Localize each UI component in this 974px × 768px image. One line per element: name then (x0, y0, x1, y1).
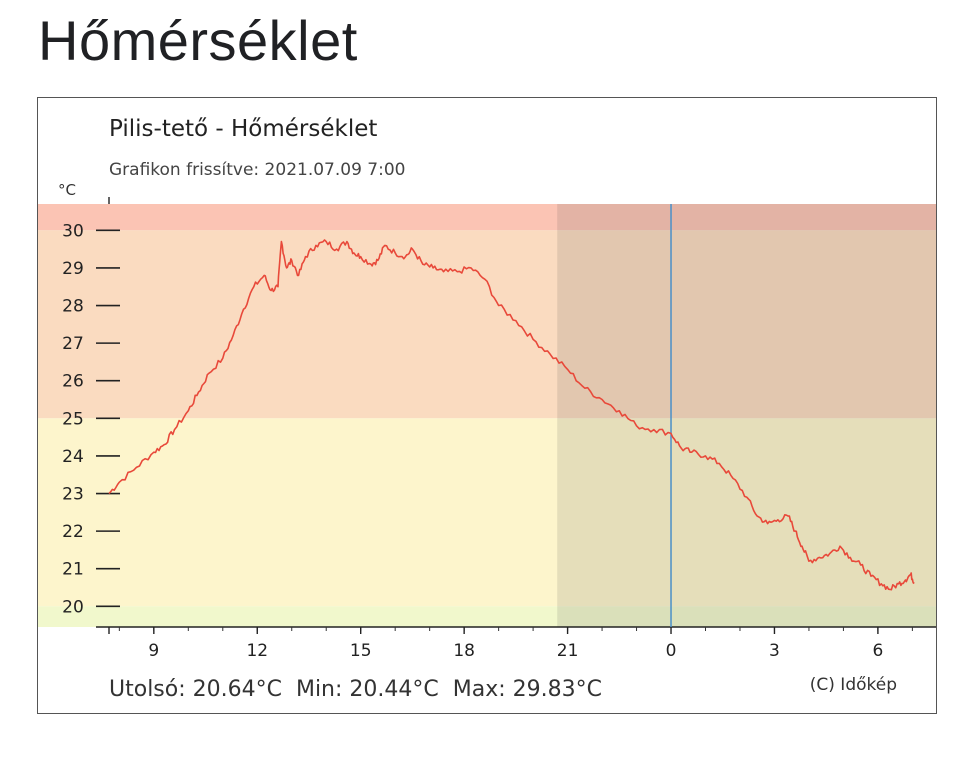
band-0 (38, 204, 936, 231)
band-1 (38, 230, 936, 419)
x-tick-label-3: 3 (769, 641, 780, 661)
chart-title: Pilis-tető - Hőmérséklet (109, 116, 377, 142)
y-tick-label-30: 30 (62, 221, 84, 241)
y-tick-label-29: 29 (62, 259, 84, 279)
y-tick-label-24: 24 (62, 447, 84, 467)
y-tick-label-27: 27 (62, 334, 84, 354)
chart-subtitle: Grafikon frissítve: 2021.07.09 7:00 (109, 160, 405, 180)
x-tick-label-18: 18 (453, 641, 475, 661)
stats-summary: Utolsó: 20.64°C Min: 20.44°C Max: 29.83°… (109, 677, 602, 702)
x-tick-label-21: 21 (557, 641, 579, 661)
x-tick-label-6: 6 (872, 641, 883, 661)
chart-frame: Pilis-tető - Hőmérséklet Grafikon frissít… (37, 97, 937, 714)
y-tick-label-23: 23 (62, 485, 84, 505)
y-tick-label-26: 26 (62, 372, 84, 392)
band-2 (38, 418, 936, 607)
y-unit-label: °C (58, 181, 76, 199)
y-tick-label-25: 25 (62, 409, 84, 429)
x-tick-label-0: 0 (666, 641, 677, 661)
x-tick-label-15: 15 (350, 641, 372, 661)
temperature-chart: Pilis-tető - Hőmérséklet Grafikon frissít… (38, 116, 936, 702)
page-title: Hőmérséklet (38, 9, 358, 72)
night-shade (557, 204, 936, 627)
band-3 (38, 606, 936, 627)
x-tick-label-9: 9 (148, 641, 159, 661)
credit-label: (C) Időkép (810, 675, 897, 695)
temperature-series-line (108, 239, 915, 591)
y-tick-label-28: 28 (62, 297, 84, 317)
x-tick-label-12: 12 (246, 641, 268, 661)
y-tick-label-22: 22 (62, 522, 84, 542)
y-tick-label-21: 21 (62, 560, 84, 580)
y-tick-label-20: 20 (62, 597, 84, 617)
